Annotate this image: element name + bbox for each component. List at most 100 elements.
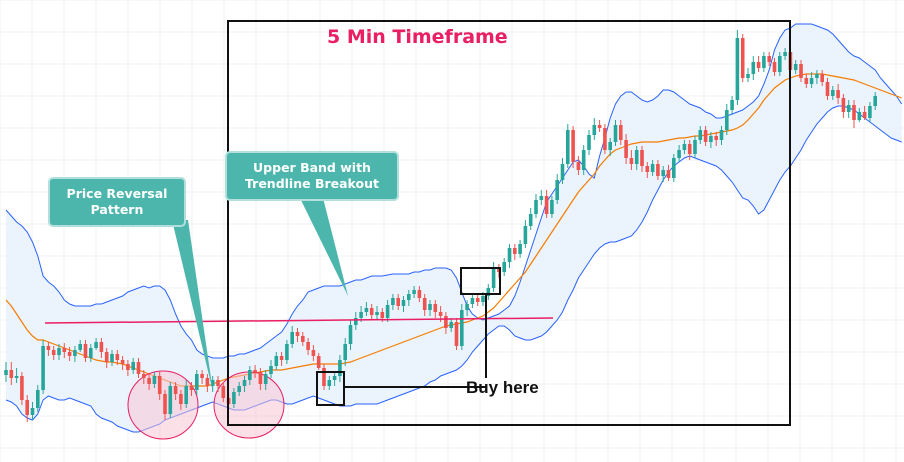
candle-bullish <box>581 150 586 170</box>
candle-bearish <box>513 248 517 254</box>
candle-bearish <box>841 98 846 112</box>
candle-bullish <box>4 370 8 375</box>
candle-bearish <box>147 378 151 384</box>
candle-bullish <box>41 346 45 390</box>
candle-bearish <box>46 346 51 350</box>
candle-bullish <box>332 376 337 380</box>
candle-bullish <box>391 298 395 305</box>
candle-bearish <box>836 90 840 98</box>
buy-here-label: Buy here <box>466 378 539 397</box>
trendline <box>44 317 554 324</box>
candle-bearish <box>687 144 692 154</box>
callout-price-reversal-box <box>48 177 186 227</box>
candle-bearish <box>200 374 204 378</box>
buy-box-second <box>460 267 501 295</box>
candle-bullish <box>274 356 279 366</box>
callout-upper-band-line-2: Trendline Breakout <box>245 176 379 191</box>
candle-bearish <box>205 378 210 386</box>
candle-bullish <box>481 296 485 302</box>
candle-bearish <box>640 150 644 166</box>
candle-bearish <box>438 312 443 316</box>
candle-bearish <box>306 342 310 350</box>
bollinger-upper-band <box>5 23 903 359</box>
candle-bullish <box>184 386 188 404</box>
candle-bullish <box>89 348 93 358</box>
candle-bullish <box>592 125 597 135</box>
candle-bearish <box>756 62 761 68</box>
candle-bullish <box>285 344 289 360</box>
candle-bullish <box>634 150 639 164</box>
candle-bullish <box>354 318 358 325</box>
candle-bearish <box>497 268 501 272</box>
reversal-circle-right <box>213 371 285 439</box>
candle-bearish <box>25 400 29 415</box>
candle-bullish <box>36 390 40 408</box>
candle-bearish <box>67 352 72 356</box>
candle-bullish <box>195 374 199 390</box>
candle-bullish <box>730 100 734 110</box>
timeframe-title: 5 Min Timeframe <box>327 26 508 48</box>
candle-bullish <box>778 56 782 72</box>
candle-bearish <box>703 130 708 142</box>
candle-bullish <box>486 288 491 296</box>
callout-price-reversal-line-1: Price Reversal <box>67 186 168 201</box>
candle-bullish <box>168 386 173 414</box>
candle-bearish <box>295 332 300 336</box>
candle-bullish <box>762 56 766 68</box>
candle-bullish <box>78 344 82 350</box>
candle-bearish <box>157 376 162 394</box>
candle-bearish <box>142 374 146 378</box>
candle-bearish <box>311 350 316 356</box>
candle-bullish <box>650 164 655 172</box>
candle-bearish <box>216 380 220 386</box>
candle-bearish <box>179 394 183 404</box>
candle-bullish <box>709 136 713 142</box>
candle-bearish <box>433 304 438 312</box>
candle-bullish <box>385 305 390 318</box>
timeframe-box <box>227 20 791 426</box>
candle-bearish <box>126 364 130 370</box>
candle-bullish <box>507 248 512 262</box>
candle-bullish <box>783 52 787 56</box>
candle-bullish <box>359 312 363 318</box>
candle-bullish <box>809 78 814 84</box>
buy-box-first <box>316 371 345 406</box>
candle-bullish <box>290 332 294 344</box>
candle-bearish <box>820 74 824 82</box>
candle-bearish <box>714 136 718 140</box>
candle-bullish <box>566 130 570 164</box>
candle-bearish <box>396 298 400 306</box>
candle-bullish <box>375 312 379 315</box>
candle-bearish <box>454 322 459 346</box>
candle-bearish <box>62 348 67 352</box>
candle-bullish <box>518 244 522 254</box>
callout-price-reversal: Price Reversal Pattern <box>48 177 213 392</box>
candle-bullish <box>534 200 538 214</box>
candle-bullish <box>751 62 756 74</box>
candle-bearish <box>799 64 803 78</box>
candle-bearish <box>301 336 305 342</box>
candle-bearish <box>656 164 660 176</box>
candle-bearish <box>322 368 326 386</box>
candle-bearish <box>422 298 427 310</box>
candle-bearish <box>571 130 575 162</box>
candle-bearish <box>804 78 809 84</box>
candle-bullish <box>248 370 252 380</box>
candle-bearish <box>380 312 385 318</box>
candle-bearish <box>115 354 120 360</box>
candle-bullish <box>30 408 35 415</box>
candle-bullish <box>831 90 835 96</box>
candle-bullish <box>587 135 591 150</box>
candle-bullish <box>364 308 369 312</box>
candle-bullish <box>237 386 241 392</box>
candle-bullish <box>502 262 506 272</box>
candle-bearish <box>629 158 634 164</box>
candle-bearish <box>258 372 263 384</box>
candle-bearish <box>316 356 321 368</box>
candle-bullish <box>725 110 729 130</box>
callout-price-reversal-pointer <box>172 220 213 392</box>
candle-bearish <box>189 386 194 390</box>
candle-bearish <box>862 112 867 118</box>
candle-bullish <box>719 130 724 140</box>
